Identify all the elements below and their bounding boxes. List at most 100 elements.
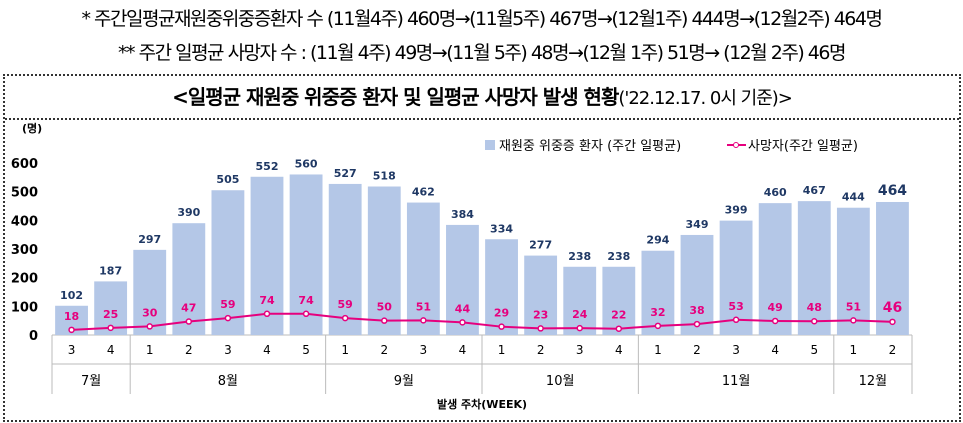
bar-critical [680,234,714,335]
deaths-point [693,320,701,328]
bar-critical [563,266,597,335]
y-tick-label: 500 [11,186,38,201]
deaths-value-label: 22 [611,309,626,322]
week-tick-label: 4 [107,343,115,357]
deaths-point [185,318,193,325]
bar-value-label: 399 [725,204,748,217]
bar-critical [446,224,479,335]
legend-line-label: 사망자(주간 일평균) [748,139,858,154]
month-label: 9월 [394,374,414,389]
month-label: 7월 [81,374,101,389]
bar-value-label: 294 [646,234,669,247]
deaths-value-label: 48 [807,301,822,314]
week-tick-label: 4 [459,343,467,357]
bar-critical [836,207,870,335]
legend-line-marker [733,142,739,148]
deaths-value-label: 32 [650,306,665,319]
bar-critical [485,239,518,335]
y-tick-label: 300 [11,243,38,258]
bar-value-label: 560 [295,157,318,170]
week-tick-label: 4 [771,343,779,357]
critical-patients-note: * 주간일평균재원중위중증환자 수 (11월4주) 460명→(11월5주) 4… [81,8,883,30]
week-tick-label: 1 [341,343,349,357]
deaths-value-label: 59 [220,298,235,311]
deaths-value-label: 49 [768,301,783,314]
deaths-point [732,316,740,324]
week-tick-label: 3 [576,343,584,357]
chart-title-main: <일평균 재원중 위중증 환자 및 일평균 사망자 발생 현황 [172,85,619,109]
bar-value-label: 390 [177,206,200,219]
week-tick-label: 3 [732,343,740,357]
month-label: 10월 [546,374,575,389]
y-tick-label: 100 [11,300,38,315]
month-label: 12월 [859,374,888,389]
bar-critical [524,255,558,335]
week-tick-label: 2 [185,343,193,357]
deaths-value-label: 53 [728,300,743,313]
bar-critical [602,266,636,335]
bar-critical [876,201,909,335]
deaths-value-label: 38 [689,304,704,317]
bar-critical [797,201,831,335]
deaths-value-label: 24 [572,308,588,321]
week-tick-label: 2 [380,343,388,357]
deaths-point [576,324,583,332]
week-tick-label: 5 [810,343,818,357]
deaths-point [498,323,505,330]
week-tick-label: 1 [146,343,154,357]
week-tick-label: 1 [850,343,858,357]
bar-critical [367,186,401,335]
week-tick-label: 1 [498,343,506,357]
deaths-value-label: 51 [846,300,861,313]
week-tick-label: 3 [224,343,232,357]
deaths-value-label: 50 [377,301,393,314]
deaths-point [224,314,232,322]
deaths-point [263,310,271,318]
deaths-line [71,312,893,331]
deaths-point [889,318,896,326]
week-tick-label: 3 [68,343,76,357]
deaths-point [107,324,114,332]
bar-critical [406,202,440,335]
deaths-value-label: 59 [338,298,353,311]
bar-value-label: 460 [764,186,787,199]
month-label: 8월 [218,374,238,389]
week-tick-label: 2 [537,343,545,357]
deaths-point [771,317,779,325]
deaths-value-label: 46 [883,300,902,316]
bar-critical [211,190,245,335]
bar-value-label: 102 [60,289,83,302]
week-tick-label: 3 [420,343,428,357]
deaths-point [537,325,544,332]
bar-value-label: 238 [568,250,591,263]
deaths-value-label: 18 [64,310,79,323]
deaths-note: ** 주간 일평균 사망자 수 : (11월 4주) 49명→(11월 5주) … [118,42,846,64]
chart-box: <일평균 재원중 위중증 환자 및 일평균 사망자 발생 현황('22.12.1… [3,74,961,422]
bar-value-label: 384 [451,208,474,221]
bar-value-label: 518 [373,170,396,183]
deaths-point [146,323,153,330]
week-tick-label: 2 [693,343,701,357]
deaths-value-label: 74 [259,294,275,307]
bar-critical [289,174,323,335]
bar-value-label: 464 [878,183,907,199]
week-tick-label: 4 [263,343,271,357]
bar-value-label: 527 [334,167,357,180]
bar-critical [758,203,792,335]
deaths-point [459,319,466,326]
bar-value-label: 349 [686,218,709,231]
legend-bar-swatch [485,140,495,150]
deaths-point [68,326,75,334]
bar-critical [641,250,675,335]
month-label: 11월 [722,374,751,389]
bar-value-label: 467 [803,184,826,197]
deaths-point [850,317,857,324]
y-tick-label: 600 [11,157,38,172]
bar-value-label: 297 [138,233,161,246]
deaths-value-label: 30 [142,306,158,319]
bar-critical [250,176,284,335]
bar-value-label: 334 [490,222,513,235]
y-axis-label: (명) [22,121,42,135]
bar-value-label: 187 [99,264,122,277]
